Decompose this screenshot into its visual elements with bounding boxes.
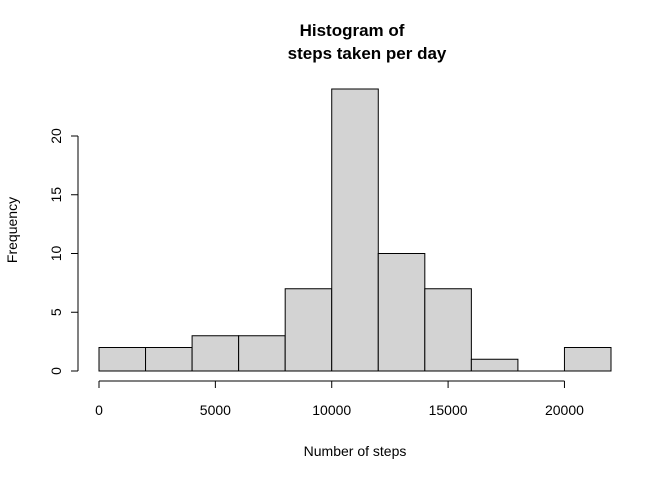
bars-group (98, 88, 612, 372)
histogram-bar-1 (145, 347, 193, 372)
y-axis-label: Frequency (4, 197, 20, 263)
y-axis: 0 5 10 15 20 (48, 128, 79, 375)
y-tick-label-4: 20 (48, 128, 64, 144)
x-axis-label: Number of steps (304, 443, 407, 459)
y-tick-label-2: 10 (48, 246, 64, 262)
x-tick-label-2: 10000 (312, 402, 351, 418)
histogram-bar-8 (470, 358, 519, 372)
x-tick-label-0: 0 (95, 402, 103, 418)
histogram-bar-6 (377, 253, 426, 372)
histogram-bar-4 (284, 288, 333, 372)
histogram-bar-3 (238, 335, 286, 372)
chart-title-line-2: steps taken per day (288, 44, 447, 63)
y-tick-label-0: 0 (48, 367, 64, 375)
histogram-bar-0 (98, 347, 147, 372)
y-tick-label-3: 15 (48, 187, 64, 203)
x-axis: 0 5000 10000 15000 20000 (95, 380, 584, 418)
histogram-bar-2 (191, 335, 240, 372)
y-tick-label-1: 5 (48, 308, 64, 316)
x-tick-label-1: 5000 (200, 402, 231, 418)
chart-title-line-1: Histogram of (300, 21, 405, 40)
x-tick-label-3: 15000 (429, 402, 468, 418)
histogram-bar-5 (331, 88, 379, 372)
histogram-bar-7 (424, 288, 472, 372)
x-tick-label-4: 20000 (545, 402, 584, 418)
histogram-bar-10 (563, 347, 612, 372)
